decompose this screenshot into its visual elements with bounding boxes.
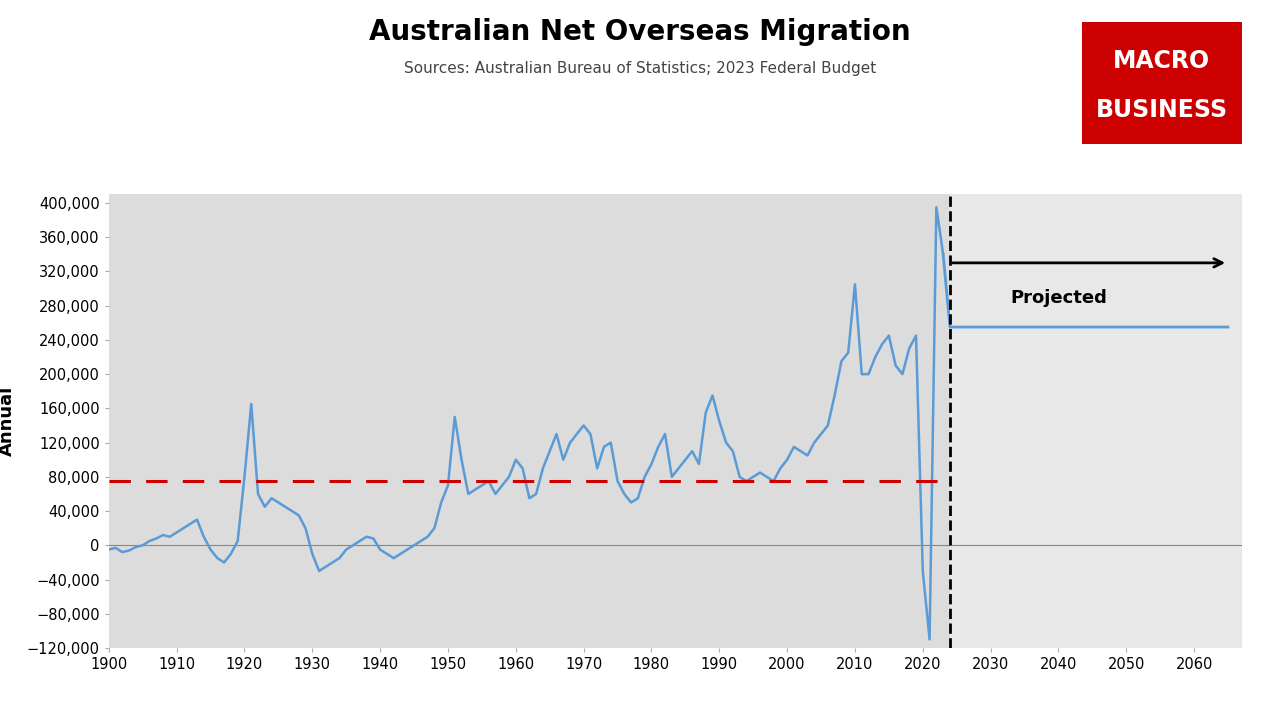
Bar (950, 194, 1242, 648)
Text: Australian Net Overseas Migration: Australian Net Overseas Migration (369, 18, 911, 46)
Text: Sources: Australian Bureau of Statistics; 2023 Federal Budget: Sources: Australian Bureau of Statistics… (404, 61, 876, 76)
Text: MACRO: MACRO (1114, 49, 1210, 73)
Y-axis label: Annual: Annual (0, 386, 15, 456)
Bar (109, 194, 950, 648)
Text: Projected: Projected (1010, 289, 1107, 307)
Text: BUSINESS: BUSINESS (1096, 98, 1228, 122)
